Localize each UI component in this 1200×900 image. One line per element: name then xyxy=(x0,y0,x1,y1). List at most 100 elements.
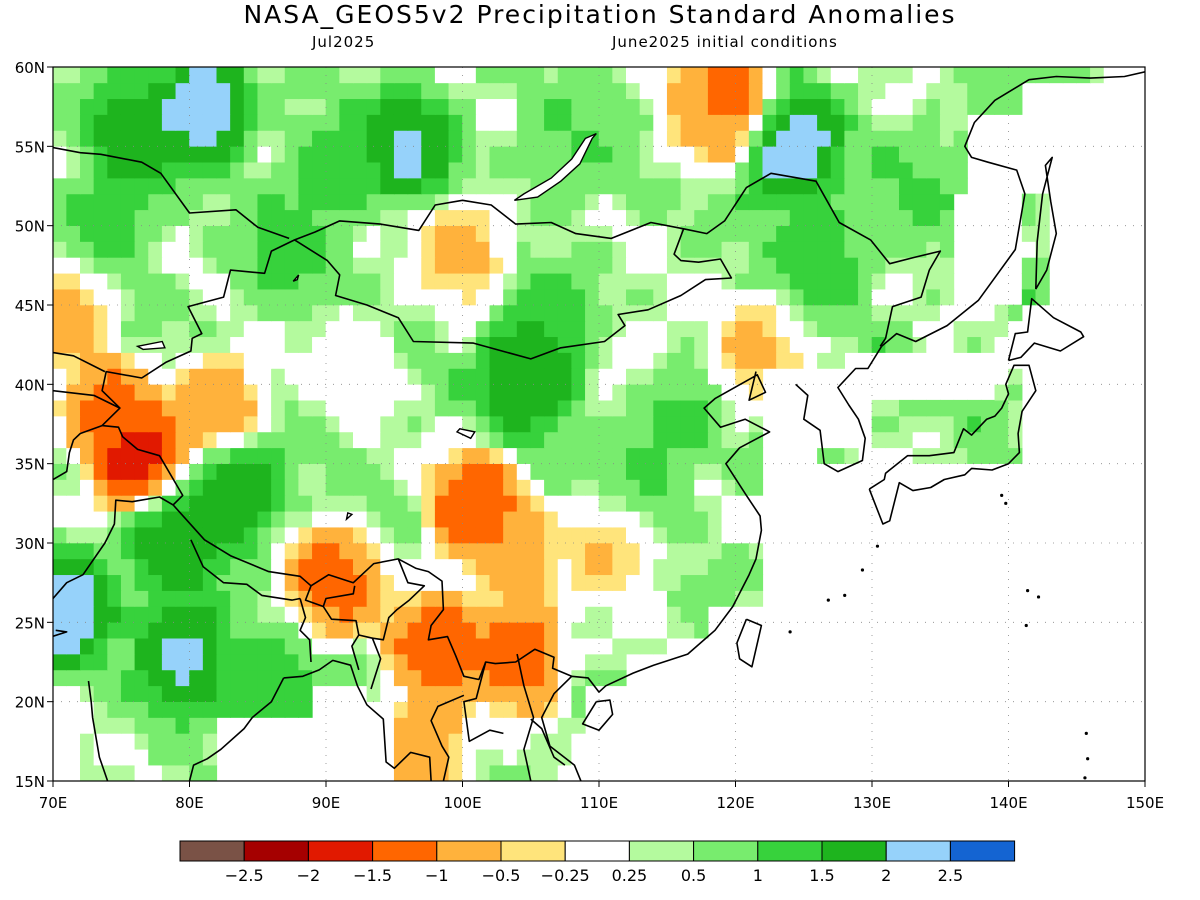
anomaly-cell xyxy=(707,463,723,480)
anomaly-cell xyxy=(516,463,532,480)
anomaly-cell xyxy=(653,304,668,322)
anomaly-cell xyxy=(312,558,327,576)
colorbar-swatch xyxy=(693,840,759,862)
anomaly-cell xyxy=(312,209,327,226)
anomaly-cell xyxy=(107,352,122,369)
anomaly-cell xyxy=(66,82,81,100)
anomaly-cell xyxy=(148,542,163,560)
anomaly-cell xyxy=(271,653,286,671)
anomaly-cell xyxy=(230,558,245,576)
initial-conditions-label: June2025 initial conditions xyxy=(612,33,838,51)
anomaly-cell xyxy=(489,685,504,702)
anomaly-cell xyxy=(530,209,545,226)
anomaly-cell xyxy=(462,606,477,623)
anomaly-cell xyxy=(148,447,163,464)
anomaly-cell xyxy=(284,606,299,623)
anomaly-cell xyxy=(366,336,381,353)
anomaly-cell xyxy=(216,67,231,84)
anomaly-cell xyxy=(393,733,409,750)
anomaly-cell xyxy=(202,193,218,211)
anomaly-cell xyxy=(339,637,354,655)
anomaly-cell xyxy=(516,288,532,306)
forecast-month-label: Jul2025 xyxy=(312,33,376,51)
anomaly-cell xyxy=(557,479,572,496)
anomaly-cell xyxy=(571,67,586,84)
anomaly-cell xyxy=(107,257,122,274)
anomaly-cell xyxy=(230,336,245,353)
anomaly-cell xyxy=(748,479,764,496)
boundary-line xyxy=(53,146,290,240)
anomaly-cell xyxy=(284,558,299,576)
anomaly-cell xyxy=(735,526,750,544)
anomaly-cell xyxy=(257,447,272,464)
anomaly-cell xyxy=(721,447,736,464)
anomaly-cell xyxy=(516,637,532,655)
anomaly-cell xyxy=(666,352,682,369)
anomaly-cell xyxy=(967,399,982,417)
anomaly-cell xyxy=(462,225,477,242)
anomaly-cell xyxy=(939,320,955,338)
anomaly-cell xyxy=(475,288,491,306)
anomaly-cell xyxy=(107,272,122,290)
colorbar-swatch xyxy=(821,840,887,862)
anomaly-cell xyxy=(817,241,832,258)
anomaly-cell xyxy=(393,622,409,639)
anomaly-cell xyxy=(639,463,654,480)
anomaly-cell xyxy=(80,82,95,100)
anomaly-cell xyxy=(748,272,764,290)
anomaly-cell xyxy=(407,590,422,607)
anomaly-cell xyxy=(612,193,627,211)
anomaly-cell xyxy=(189,225,204,242)
anomaly-cell xyxy=(926,304,941,322)
anomaly-cell xyxy=(939,130,955,147)
anomaly-cell xyxy=(257,463,272,480)
anomaly-cell xyxy=(66,415,81,433)
anomaly-cell xyxy=(107,637,122,655)
anomaly-cell xyxy=(980,447,996,464)
anomaly-cell xyxy=(230,447,245,464)
anomaly-cell xyxy=(585,225,600,242)
anomaly-cell xyxy=(120,209,136,226)
anomaly-cell xyxy=(53,542,67,560)
anomaly-cell xyxy=(462,320,477,338)
anomaly-cell xyxy=(844,82,859,100)
anomaly-cell xyxy=(789,193,805,211)
boundary-line xyxy=(53,424,103,481)
anomaly-cell xyxy=(639,415,654,433)
anomaly-cell xyxy=(407,320,422,338)
anomaly-cell xyxy=(939,209,955,226)
anomaly-cell xyxy=(175,526,190,544)
anomaly-cell xyxy=(216,320,231,338)
anomaly-cell xyxy=(66,146,81,163)
anomaly-cell xyxy=(243,82,259,100)
anomaly-cell xyxy=(148,146,163,163)
anomaly-cell xyxy=(53,161,67,179)
anomaly-cell xyxy=(230,479,245,496)
anomaly-cell xyxy=(80,161,95,179)
anomaly-cell xyxy=(1021,193,1037,211)
anomaly-cell xyxy=(626,431,641,449)
anomaly-cell xyxy=(721,193,736,211)
anomaly-cell xyxy=(939,98,955,115)
anomaly-cell xyxy=(80,447,95,464)
anomaly-cell xyxy=(120,622,136,639)
anomaly-cell xyxy=(134,717,149,734)
anomaly-cell xyxy=(503,304,518,322)
anomaly-cell xyxy=(489,574,504,591)
anomaly-cell xyxy=(585,304,600,322)
anomaly-cell xyxy=(462,272,477,290)
anomaly-cell xyxy=(393,67,409,84)
anomaly-cell xyxy=(557,590,572,607)
anomaly-cell xyxy=(366,415,381,433)
anomaly-cell xyxy=(530,463,545,480)
anomaly-cell xyxy=(748,177,764,195)
anomaly-cell xyxy=(298,130,313,147)
anomaly-cell xyxy=(489,304,504,322)
anomaly-cell xyxy=(161,606,177,623)
anomaly-cell xyxy=(161,701,177,718)
anomaly-cell xyxy=(448,558,463,576)
anomaly-cell xyxy=(380,177,395,195)
anomaly-cell xyxy=(489,542,504,560)
anomaly-cell xyxy=(585,384,600,401)
anomaly-cell xyxy=(134,431,149,449)
